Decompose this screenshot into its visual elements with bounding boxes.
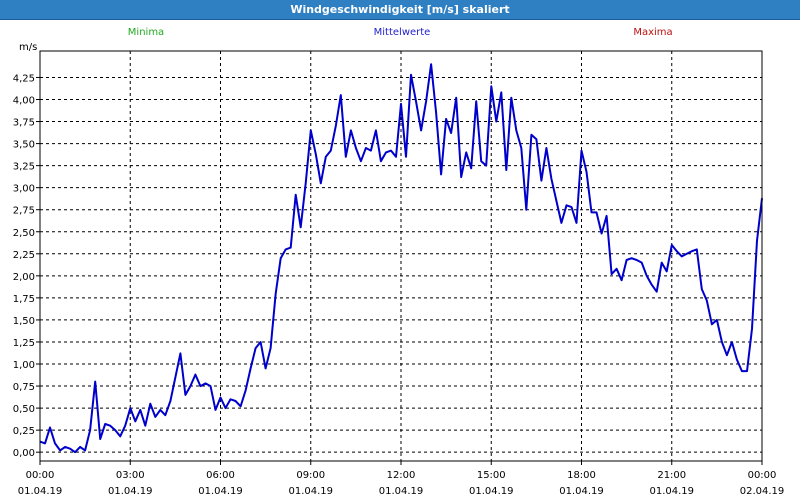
x-tick-date: 02.04.19: [740, 486, 785, 497]
x-tick-time: 03:00: [116, 470, 145, 481]
y-tick-label: 2,00: [13, 272, 35, 283]
x-tick-date: 01.04.19: [18, 486, 63, 497]
x-tick-date: 01.04.19: [288, 486, 333, 497]
series-layer: [39, 63, 763, 454]
y-tick-label: 0,50: [13, 404, 35, 415]
y-tick-label: 1,75: [13, 294, 35, 305]
y-tick-label: 4,25: [13, 73, 35, 84]
x-tick-time: 21:00: [657, 470, 686, 481]
x-tick-date: 01.04.19: [198, 486, 243, 497]
legend-item-minima: Minima: [128, 27, 164, 38]
x-tick-time: 00:00: [748, 470, 777, 481]
y-tick-label: 0,75: [13, 382, 35, 393]
y-tick-label: 0,25: [13, 426, 35, 437]
x-tick-time: 00:00: [26, 470, 55, 481]
legend-item-mittelwerte: Mittelwerte: [374, 27, 431, 38]
x-tick-date: 01.04.19: [559, 486, 604, 497]
x-tick-time: 09:00: [296, 470, 325, 481]
y-tick-label: 3,50: [13, 140, 35, 151]
y-tick-label: 0,00: [13, 448, 35, 459]
y-tick-label: 1,25: [13, 338, 35, 349]
y-tick-label: 1,50: [13, 316, 35, 327]
x-tick-date: 01.04.19: [469, 486, 514, 497]
x-tick-time: 12:00: [387, 470, 416, 481]
window-title: Windgeschwindigkeit [m/s] skaliert: [290, 3, 510, 16]
y-tick-label: 2,50: [13, 228, 35, 239]
x-tick-time: 15:00: [477, 470, 506, 481]
y-tick-label: 3,00: [13, 184, 35, 195]
y-tick-label: 4,00: [13, 95, 35, 106]
series-line-mittelwerte: [39, 63, 763, 454]
y-tick-label: 2,75: [13, 206, 35, 217]
y-tick-label: 3,75: [13, 118, 35, 129]
x-tick-date: 01.04.19: [649, 486, 694, 497]
x-tick-time: 18:00: [567, 470, 596, 481]
y-axis-ticks: 0,00 0,25 0,50 0,75 1,00 1,25 1,50 1,75 2,00 2,25…: [13, 73, 40, 459]
x-axis-ticks: 00:00 01.04.19 03:00 01.04.19 06:00 01.04.19 0…: [18, 461, 785, 497]
y-tick-label: 2,25: [13, 250, 35, 261]
plot-frame: [39, 50, 763, 462]
x-tick-date: 01.04.19: [108, 486, 153, 497]
x-tick-date: 01.04.19: [379, 486, 424, 497]
chart-canvas: Minima Mittelwerte Maxima m/s 0,000,250,…: [13, 27, 785, 497]
legend-item-maxima: Maxima: [633, 27, 672, 38]
window-title-bar: Windgeschwindigkeit [m/s] skaliert: [0, 0, 800, 20]
grid-lines: [40, 51, 762, 461]
y-axis-unit-label: m/s: [19, 42, 37, 53]
y-tick-label: 1,00: [13, 360, 35, 371]
x-tick-time: 06:00: [206, 470, 235, 481]
y-tick-label: 3,25: [13, 162, 35, 173]
